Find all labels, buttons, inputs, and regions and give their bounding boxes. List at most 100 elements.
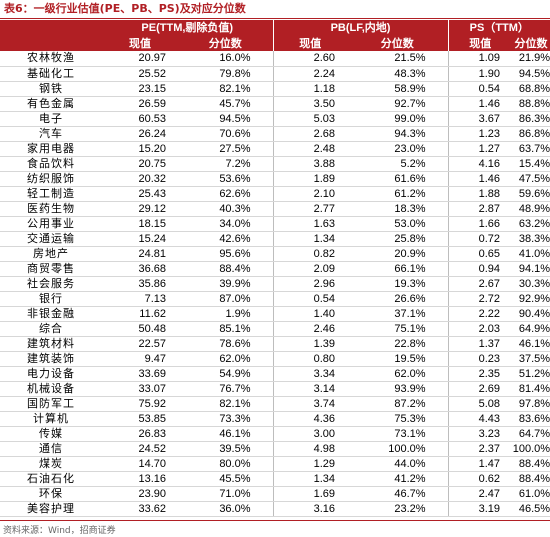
table-row: 环保 23.90 71.0% 1.69 46.7% 2.47 61.0% [0, 486, 550, 502]
cell-pb-percentile: 100.0% [347, 441, 449, 457]
cell-pb-current: 3.50 [272, 96, 348, 112]
cell-pb-percentile: 92.7% [347, 96, 449, 112]
cell-pe-percentile: 87.0% [178, 291, 274, 307]
cell-pe-current: 20.97 [102, 51, 178, 67]
cell-pe-percentile: 82.1% [178, 81, 274, 97]
cell-pe-percentile: 36.0% [178, 501, 274, 517]
cell-pe-percentile: 42.6% [178, 231, 274, 247]
bottom-rule [0, 520, 550, 521]
cell-pe-percentile: 27.5% [178, 141, 274, 157]
cell-pe-percentile: 95.6% [178, 246, 274, 262]
cell-ps-percentile: 63.7% [512, 141, 550, 157]
title-rule [0, 18, 550, 19]
cell-pb-percentile: 19.5% [347, 351, 449, 367]
cell-industry: 非银金融 [0, 306, 102, 322]
cell-ps-current: 1.88 [447, 186, 513, 202]
cell-ps-percentile: 61.0% [512, 486, 550, 502]
cell-pe-current: 53.85 [102, 411, 178, 427]
cell-ps-current: 1.37 [447, 336, 513, 352]
cell-ps-percentile: 94.5% [512, 66, 550, 82]
cell-pe-current: 23.15 [102, 81, 178, 97]
cell-pe-percentile: 39.5% [178, 441, 274, 457]
cell-pb-percentile: 18.3% [347, 201, 449, 217]
cell-pe-current: 26.59 [102, 96, 178, 112]
cell-pb-current: 2.24 [272, 66, 348, 82]
header-pe-percentile: 分位数 [178, 36, 274, 51]
cell-pe-percentile: 62.0% [178, 351, 274, 367]
cell-pe-percentile: 39.9% [178, 276, 274, 292]
cell-pe-current: 11.62 [102, 306, 178, 322]
cell-pb-current: 2.48 [272, 141, 348, 157]
cell-industry: 公用事业 [0, 216, 102, 232]
cell-industry: 电力设备 [0, 366, 102, 382]
cell-ps-current: 4.16 [447, 156, 513, 172]
header-ps-percentile: 分位数 [512, 36, 550, 51]
cell-pb-current: 3.74 [272, 396, 348, 412]
cell-pb-percentile: 25.8% [347, 231, 449, 247]
cell-ps-percentile: 48.9% [512, 201, 550, 217]
cell-ps-current: 0.65 [447, 246, 513, 262]
cell-ps-current: 1.23 [447, 126, 513, 142]
cell-ps-current: 2.67 [447, 276, 513, 292]
cell-pb-percentile: 93.9% [347, 381, 449, 397]
cell-pb-current: 0.80 [272, 351, 348, 367]
cell-industry: 美容护理 [0, 501, 102, 517]
table-row: 石油石化 13.16 45.5% 1.34 41.2% 0.62 88.4% [0, 471, 550, 487]
header-industry-blank [0, 20, 102, 36]
cell-ps-percentile: 83.6% [512, 411, 550, 427]
cell-ps-percentile: 38.3% [512, 231, 550, 247]
header-group-ps: PS（TTM） [447, 20, 550, 36]
cell-industry: 钢铁 [0, 81, 102, 97]
cell-ps-percentile: 37.5% [512, 351, 550, 367]
header-group-row: PE(TTM,剔除负值) PB(LF,内地) PS（TTM） [0, 20, 550, 36]
header-pb-percentile: 分位数 [347, 36, 449, 51]
table-row: 食品饮料 20.75 7.2% 3.88 5.2% 4.16 15.4% [0, 156, 550, 172]
cell-pe-percentile: 40.3% [178, 201, 274, 217]
cell-industry: 建筑装饰 [0, 351, 102, 367]
cell-ps-current: 0.72 [447, 231, 513, 247]
cell-pb-percentile: 75.1% [347, 321, 449, 337]
cell-pe-percentile: 88.4% [178, 261, 274, 277]
cell-pe-current: 15.24 [102, 231, 178, 247]
cell-pe-percentile: 78.6% [178, 336, 274, 352]
cell-ps-current: 1.47 [447, 456, 513, 472]
table-row: 纺织服饰 20.32 53.6% 1.89 61.6% 1.46 47.5% [0, 171, 550, 187]
cell-pb-current: 0.54 [272, 291, 348, 307]
table-row: 煤炭 14.70 80.0% 1.29 44.0% 1.47 88.4% [0, 456, 550, 472]
cell-industry: 农林牧渔 [0, 51, 102, 67]
header-pe-current: 现值 [102, 36, 178, 51]
cell-pb-current: 3.00 [272, 426, 348, 442]
cell-industry: 医药生物 [0, 201, 102, 217]
source-note: 资料来源：Wind，招商证券 [3, 526, 116, 536]
cell-pb-percentile: 66.1% [347, 261, 449, 277]
cell-pe-percentile: 45.5% [178, 471, 274, 487]
cell-pe-percentile: 53.6% [178, 171, 274, 187]
cell-ps-percentile: 88.4% [512, 471, 550, 487]
cell-industry: 计算机 [0, 411, 102, 427]
cell-pb-percentile: 73.1% [347, 426, 449, 442]
cell-pe-current: 26.24 [102, 126, 178, 142]
cell-ps-current: 2.22 [447, 306, 513, 322]
cell-ps-percentile: 88.8% [512, 96, 550, 112]
cell-pe-current: 33.69 [102, 366, 178, 382]
cell-ps-current: 2.35 [447, 366, 513, 382]
cell-ps-percentile: 81.4% [512, 381, 550, 397]
cell-industry: 电子 [0, 111, 102, 127]
cell-pe-percentile: 71.0% [178, 486, 274, 502]
cell-industry: 环保 [0, 486, 102, 502]
cell-pe-current: 33.07 [102, 381, 178, 397]
cell-pb-percentile: 26.6% [347, 291, 449, 307]
cell-ps-current: 1.46 [447, 171, 513, 187]
table-row: 建筑材料 22.57 78.6% 1.39 22.8% 1.37 46.1% [0, 336, 550, 352]
cell-industry: 基础化工 [0, 66, 102, 82]
cell-pb-percentile: 94.3% [347, 126, 449, 142]
cell-ps-current: 1.27 [447, 141, 513, 157]
table-row: 建筑装饰 9.47 62.0% 0.80 19.5% 0.23 37.5% [0, 351, 550, 367]
table-row: 通信 24.52 39.5% 4.98 100.0% 2.37 100.0% [0, 441, 550, 457]
cell-pe-current: 26.83 [102, 426, 178, 442]
cell-pe-percentile: 16.0% [178, 51, 274, 67]
cell-ps-percentile: 15.4% [512, 156, 550, 172]
cell-industry: 社会服务 [0, 276, 102, 292]
cell-ps-current: 2.69 [447, 381, 513, 397]
cell-ps-current: 1.66 [447, 216, 513, 232]
